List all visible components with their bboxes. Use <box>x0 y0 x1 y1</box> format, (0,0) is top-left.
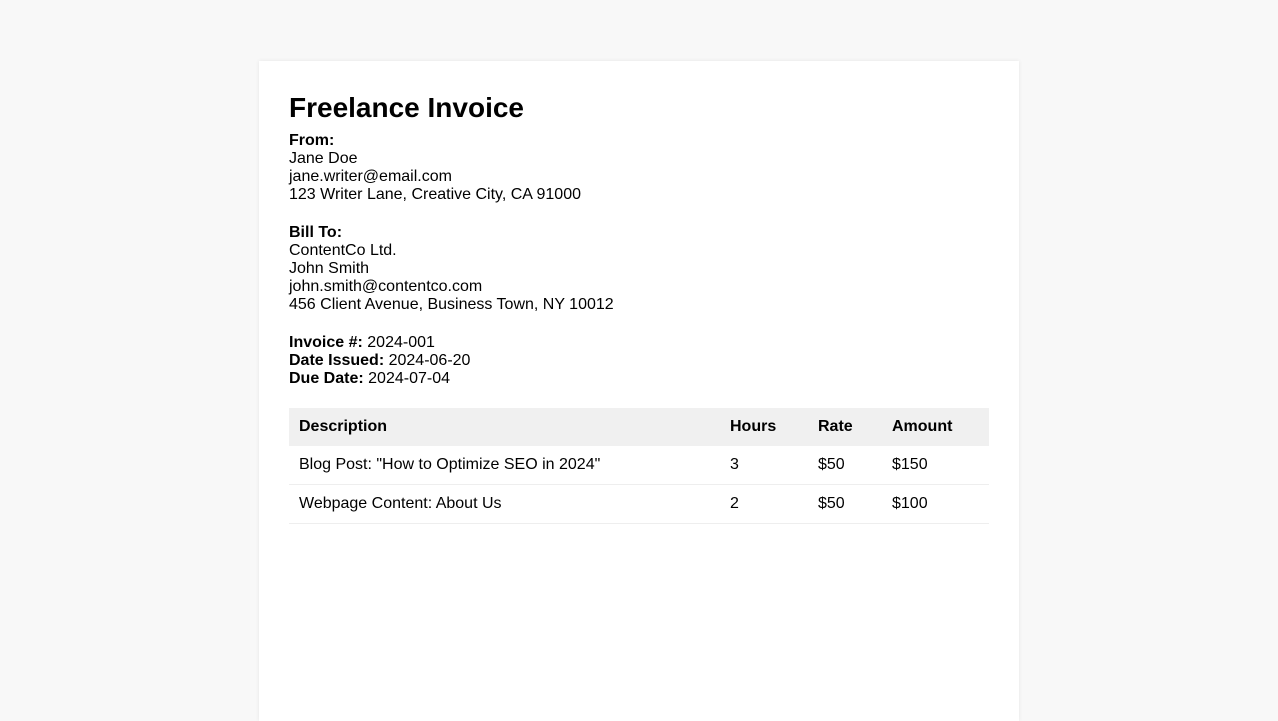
bill-to-label: Bill To: <box>289 224 343 241</box>
date-issued-label: Date Issued: <box>289 352 385 369</box>
from-email: jane.writer@email.com <box>289 168 452 185</box>
due-date: 2024-07-04 <box>368 370 450 387</box>
due-date-label: Due Date: <box>289 370 364 387</box>
header-hours: Hours <box>720 408 808 446</box>
cell-amount: $100 <box>882 484 989 524</box>
cell-description: Webpage Content: About Us <box>289 484 720 524</box>
table-header-row: Description Hours Rate Amount <box>289 408 989 446</box>
from-address: 123 Writer Lane, Creative City, CA 91000 <box>289 186 581 203</box>
page-title: Freelance Invoice <box>289 92 525 123</box>
cell-hours: 2 <box>720 484 808 524</box>
header-amount: Amount <box>882 408 989 446</box>
bill-to-name: John Smith <box>289 260 370 277</box>
header-rate: Rate <box>808 408 882 446</box>
invoice-number: 2024-001 <box>367 334 435 351</box>
from-label: From: <box>289 132 335 149</box>
table-row: Blog Post: "How to Optimize SEO in 2024"… <box>289 446 989 485</box>
cell-description: Blog Post: "How to Optimize SEO in 2024" <box>289 446 720 485</box>
header-description: Description <box>289 408 720 446</box>
cell-rate: $50 <box>808 484 882 524</box>
invoice-card: Freelance Invoice From: Jane Doe jane.wr… <box>259 61 1019 721</box>
table-row: Webpage Content: About Us 2 $50 $100 <box>289 484 989 524</box>
cell-rate: $50 <box>808 446 882 485</box>
bill-to-section: Bill To: ContentCo Ltd. John Smith john.… <box>289 224 989 314</box>
from-name: Jane Doe <box>289 150 358 167</box>
cell-amount: $150 <box>882 446 989 485</box>
cell-hours: 3 <box>720 446 808 485</box>
from-section: From: Jane Doe jane.writer@email.com 123… <box>289 132 989 204</box>
bill-to-email: john.smith@contentco.com <box>289 278 483 295</box>
bill-to-company: ContentCo Ltd. <box>289 242 397 259</box>
invoice-meta: Invoice #: 2024-001 Date Issued: 2024-06… <box>289 334 989 388</box>
invoice-number-label: Invoice #: <box>289 334 363 351</box>
bill-to-address: 456 Client Avenue, Business Town, NY 100… <box>289 296 614 313</box>
date-issued: 2024-06-20 <box>388 352 471 369</box>
line-items-table: Description Hours Rate Amount Blog Post:… <box>289 408 989 524</box>
